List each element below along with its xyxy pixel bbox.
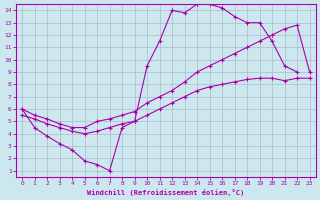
X-axis label: Windchill (Refroidissement éolien,°C): Windchill (Refroidissement éolien,°C) xyxy=(87,189,244,196)
